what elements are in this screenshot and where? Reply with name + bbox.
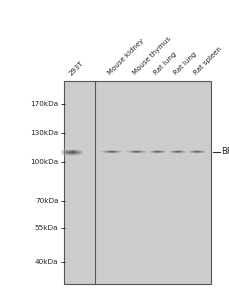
Text: 55kDa: 55kDa [35, 225, 58, 231]
Text: BRD3: BRD3 [221, 147, 229, 156]
Text: Rat spleen: Rat spleen [193, 46, 224, 76]
Text: Mouse kidney: Mouse kidney [107, 38, 145, 76]
Text: 293T: 293T [68, 60, 85, 76]
Text: 100kDa: 100kDa [30, 159, 58, 165]
Text: 40kDa: 40kDa [35, 260, 58, 266]
Text: Rat lung: Rat lung [173, 52, 198, 76]
Text: Rat lung: Rat lung [153, 52, 177, 76]
FancyBboxPatch shape [64, 81, 211, 284]
Text: 170kDa: 170kDa [30, 101, 58, 107]
Text: 130kDa: 130kDa [30, 130, 58, 136]
Text: Mouse thymus: Mouse thymus [132, 36, 172, 76]
Text: 70kDa: 70kDa [35, 198, 58, 204]
